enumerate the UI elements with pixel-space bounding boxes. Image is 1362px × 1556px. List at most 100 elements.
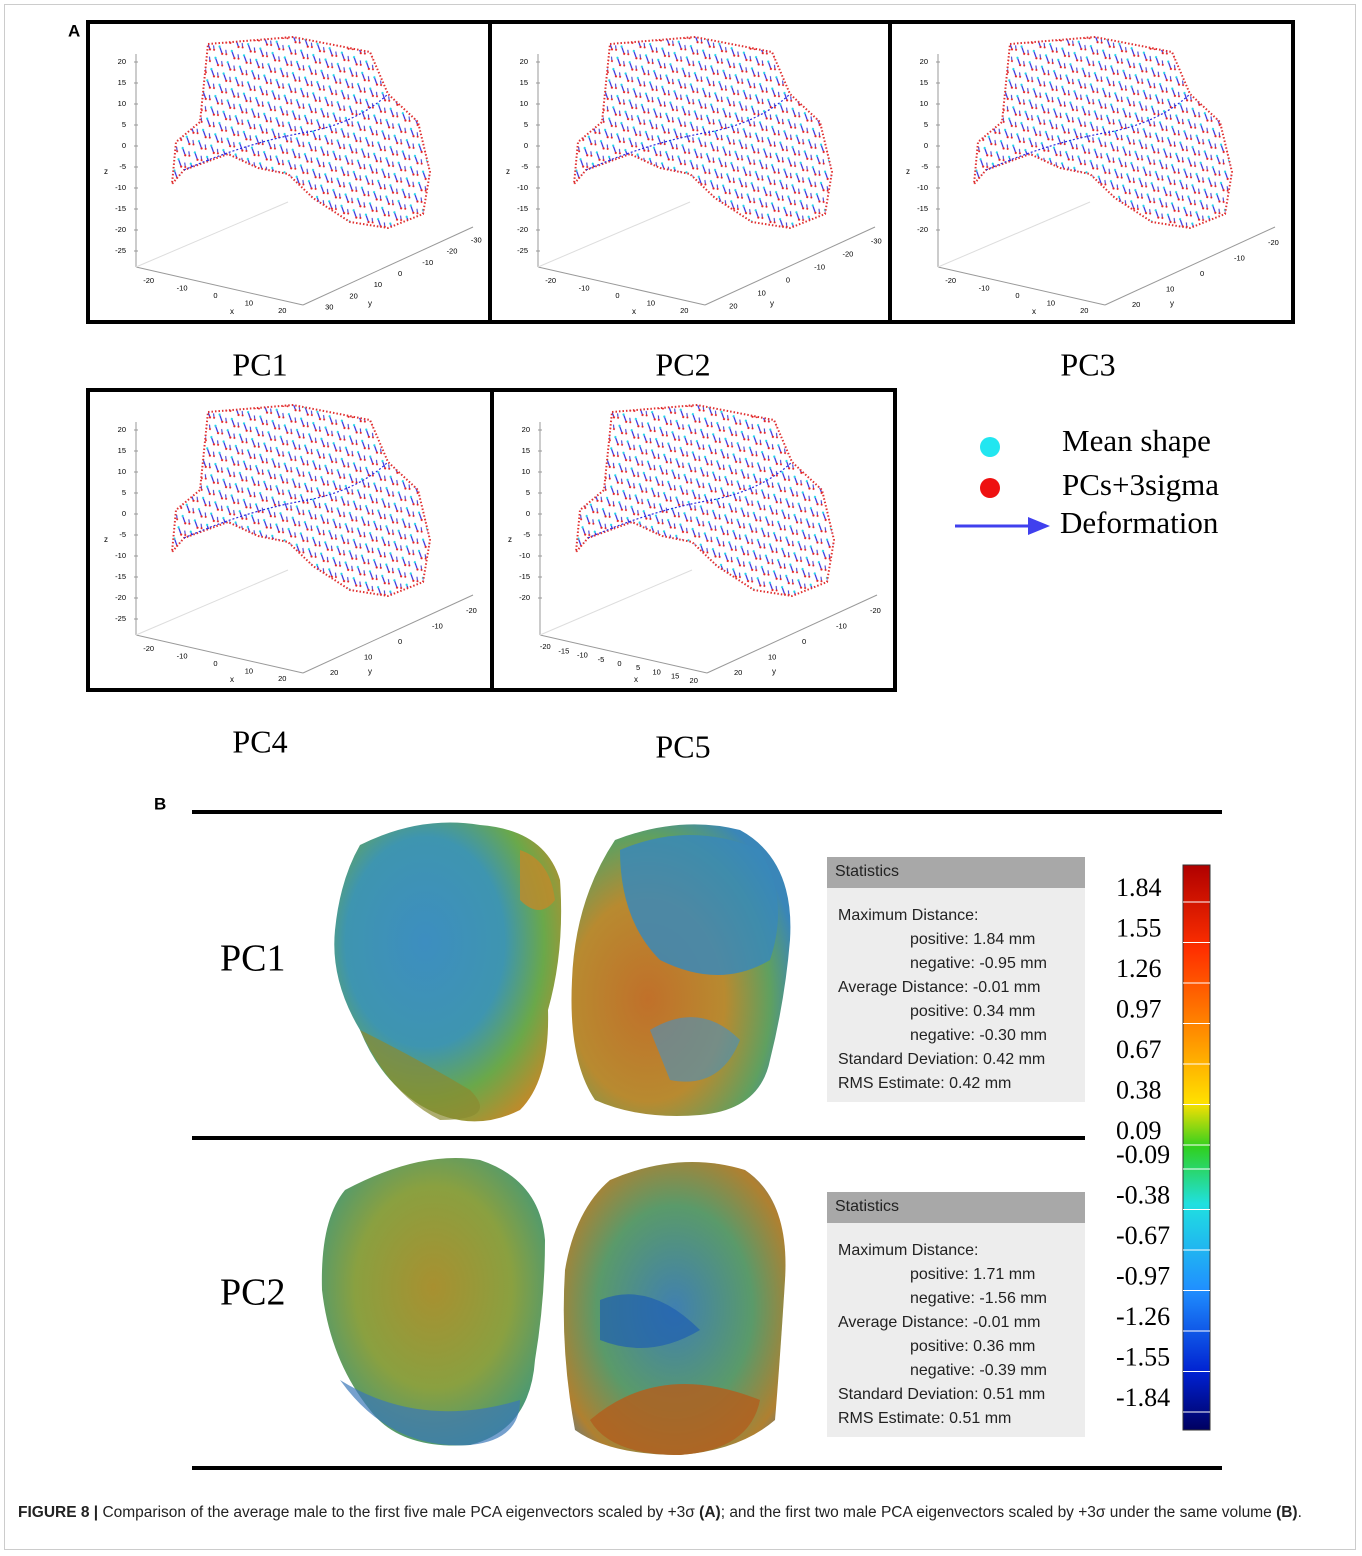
z-tick-label: 10 bbox=[520, 99, 528, 108]
stats-line: positive: 1.71 mm bbox=[910, 1266, 1035, 1283]
y-tick-label: -20 bbox=[1268, 238, 1279, 247]
color-scale-label: -0.67 bbox=[1116, 1221, 1170, 1250]
x-axis bbox=[537, 266, 706, 306]
y-tick-label: 20 bbox=[349, 291, 357, 300]
x-tick-label: 20 bbox=[278, 674, 286, 683]
color-scale-label: -0.09 bbox=[1116, 1140, 1170, 1169]
x-tick-label: -10 bbox=[579, 283, 590, 292]
stats-line: Maximum Distance: bbox=[838, 1242, 978, 1259]
z-tick-label: 15 bbox=[520, 78, 528, 87]
y-tick-label: 10 bbox=[758, 288, 766, 297]
x-tick-label: -10 bbox=[177, 283, 188, 292]
caption-text: Comparison of the average male to the fi… bbox=[98, 1504, 700, 1521]
caption-text: . bbox=[1297, 1504, 1302, 1521]
point-cloud bbox=[572, 35, 834, 230]
point-cloud-fold bbox=[183, 461, 389, 539]
legend-marker bbox=[980, 437, 1000, 457]
y-tick-label: -30 bbox=[471, 236, 482, 245]
stats-line: negative: -0.39 mm bbox=[910, 1362, 1047, 1379]
y-tick-label: -20 bbox=[447, 247, 458, 256]
point-cloud bbox=[972, 35, 1234, 230]
stats-line: positive: 0.36 mm bbox=[910, 1338, 1035, 1355]
z-tick-label: 15 bbox=[920, 78, 928, 87]
color-scale-label: -1.26 bbox=[1116, 1302, 1170, 1331]
y-axis-label: y bbox=[772, 667, 776, 676]
z-tick-label: -5 bbox=[119, 530, 126, 539]
surface-model bbox=[563, 1162, 786, 1455]
y-tick-label: -20 bbox=[870, 606, 881, 615]
z-tick-label: 5 bbox=[524, 120, 528, 129]
y-tick-label: -10 bbox=[1234, 253, 1245, 262]
plot-3d: 20 15 10 5 0 -5 -10 -15 -20 -25 -20 -10 0 10 20 20 10 0 -1… bbox=[86, 388, 494, 692]
y-tick-label: 0 bbox=[802, 637, 806, 646]
plot-3d: 20 15 10 5 0 -5 -10 -15 -20 -25 -20 -10 0 10 20 20 10 0 -1… bbox=[488, 20, 892, 324]
y-axis-label: y bbox=[368, 667, 372, 676]
z-tick-label: 10 bbox=[920, 99, 928, 108]
z-tick-label: -15 bbox=[519, 572, 530, 581]
point-cloud bbox=[574, 403, 836, 598]
caption-text: ; and the first two male PCA eigenvector… bbox=[720, 1504, 1277, 1521]
color-scale-label: -0.38 bbox=[1116, 1180, 1170, 1209]
x-tick-label: -20 bbox=[545, 276, 556, 285]
z-tick-label: -20 bbox=[917, 225, 928, 234]
y-tick-label: -30 bbox=[871, 236, 882, 245]
caption-label: FIGURE 8 | bbox=[18, 1504, 99, 1521]
legend-label: PCs+3sigma bbox=[1062, 467, 1219, 502]
y-tick-label: 0 bbox=[398, 269, 402, 278]
z-tick-label: -5 bbox=[119, 162, 126, 171]
x-tick-label: 15 bbox=[671, 672, 679, 681]
y-axis bbox=[302, 594, 474, 674]
color-scale-label: 0.67 bbox=[1116, 1035, 1162, 1064]
z-tick-label: 20 bbox=[118, 425, 126, 434]
x-tick-label: 0 bbox=[213, 291, 217, 300]
caption: FIGURE 8 | Comparison of the average mal… bbox=[18, 1500, 1348, 1526]
z-tick-label: 5 bbox=[924, 120, 928, 129]
z-tick-label: 15 bbox=[522, 446, 530, 455]
z-tick-label: 20 bbox=[118, 57, 126, 66]
point-cloud bbox=[170, 403, 432, 598]
x-tick-label: 20 bbox=[690, 676, 698, 685]
y-tick-label: -20 bbox=[843, 249, 854, 258]
plot-title: PC4 bbox=[232, 723, 287, 759]
x-tick-label: -20 bbox=[945, 276, 956, 285]
point-cloud-fold bbox=[183, 93, 389, 171]
panel-label: B bbox=[154, 794, 166, 813]
legend-label: Mean shape bbox=[1062, 423, 1211, 458]
plot-3d: 20 15 10 5 0 -5 -10 -15 -20 -20 -10 0 10 20 20 10 0 -10 -2… bbox=[888, 20, 1295, 324]
stats-line: positive: 1.84 mm bbox=[910, 931, 1035, 948]
x-axis-label: x bbox=[230, 675, 234, 684]
x-tick-label: -20 bbox=[143, 644, 154, 653]
z-axis-label: z bbox=[506, 167, 510, 176]
stats-header-text: Statistics bbox=[835, 1198, 899, 1215]
color-scale-label: 0.97 bbox=[1116, 994, 1162, 1023]
z-tick-label: -15 bbox=[115, 572, 126, 581]
stats-line: RMS Estimate: 0.42 mm bbox=[838, 1075, 1011, 1092]
z-tick-label: -5 bbox=[921, 162, 928, 171]
z-tick-label: 10 bbox=[118, 467, 126, 476]
x-tick-label: -10 bbox=[177, 651, 188, 660]
point-cloud-fold bbox=[587, 461, 793, 539]
plot-title: PC5 bbox=[655, 728, 710, 764]
stats-line: Standard Deviation: 0.51 mm bbox=[838, 1386, 1045, 1403]
y-tick-label: 20 bbox=[729, 301, 737, 310]
z-tick-label: 0 bbox=[122, 141, 126, 150]
x-tick-label: 10 bbox=[245, 299, 253, 308]
z-tick-label: 5 bbox=[122, 488, 126, 497]
back-edge bbox=[539, 569, 693, 636]
z-tick-label: -10 bbox=[115, 183, 126, 192]
y-tick-label: 10 bbox=[768, 653, 776, 662]
z-tick-label: 0 bbox=[924, 141, 928, 150]
y-tick-label: 10 bbox=[374, 280, 382, 289]
x-tick-label: 5 bbox=[636, 663, 640, 672]
y-tick-label: -10 bbox=[422, 258, 433, 267]
y-axis-label: y bbox=[1170, 299, 1174, 308]
x-tick-label: 0 bbox=[617, 659, 621, 668]
figure-frame bbox=[4, 4, 1356, 1550]
z-axis-label: z bbox=[104, 535, 108, 544]
x-tick-label: 20 bbox=[680, 306, 688, 315]
y-axis bbox=[706, 594, 878, 674]
surface-model bbox=[571, 824, 791, 1116]
z-tick-label: -25 bbox=[115, 246, 126, 255]
z-tick-label: -10 bbox=[917, 183, 928, 192]
stats-line: negative: -0.30 mm bbox=[910, 1027, 1047, 1044]
